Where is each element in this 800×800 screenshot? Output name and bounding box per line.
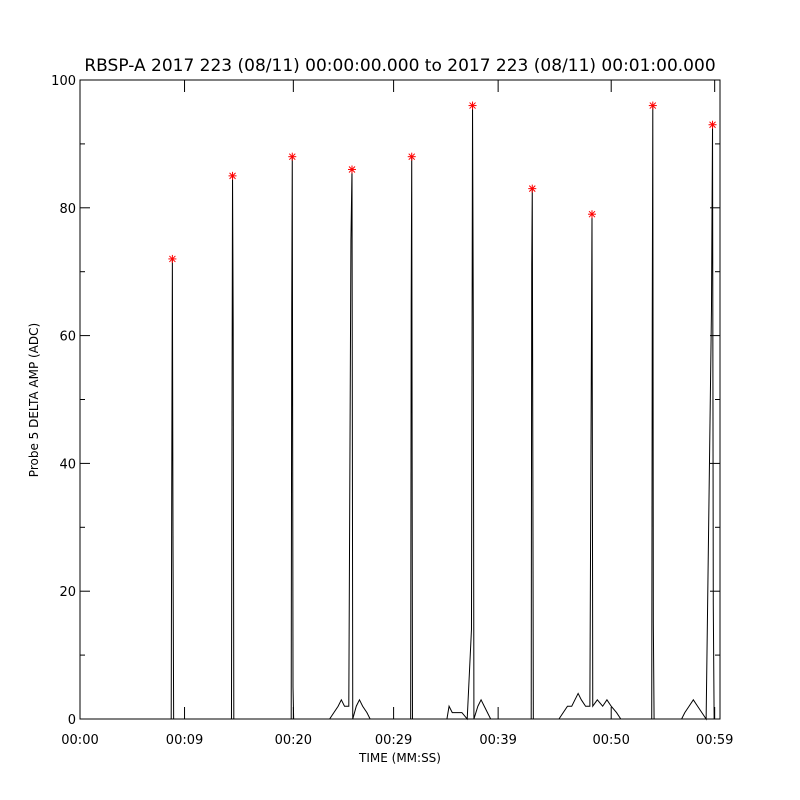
x-tick-label: 00:09	[166, 733, 203, 748]
y-tick-label: 20	[59, 585, 76, 600]
tick-labels: 0 20 40 60 80 100 00:00 00:09 00:20 00:29 00:39 00:…	[51, 74, 733, 748]
peak-marker	[528, 184, 537, 193]
peak-marker	[288, 152, 297, 161]
peak-marker	[588, 210, 596, 219]
y-tick-label: 60	[59, 330, 76, 345]
series-line	[80, 105, 720, 721]
y-tick-label: 40	[59, 457, 76, 472]
peak-markers	[168, 101, 717, 263]
x-tick-label: 00:59	[696, 733, 733, 748]
y-tick-label: 100	[51, 74, 76, 89]
axis-ticks	[79, 79, 720, 720]
y-tick-label: 0	[68, 713, 76, 728]
x-tick-label: 00:00	[61, 733, 98, 748]
plot-frame	[79, 79, 721, 720]
x-axis-label: TIME (MM:SS)	[358, 751, 441, 765]
peak-marker	[648, 101, 657, 110]
series-layer	[80, 105, 720, 721]
x-tick-label: 00:29	[375, 733, 412, 748]
x-tick-label: 00:50	[592, 733, 629, 748]
peak-marker	[348, 165, 356, 174]
y-axis-label: Probe 5 DELTA AMP (ADC)	[27, 323, 41, 477]
y-tick-label: 80	[59, 202, 76, 217]
peak-marker	[708, 120, 717, 129]
peak-marker	[228, 171, 237, 180]
x-tick-label: 00:39	[479, 733, 516, 748]
peak-marker	[407, 152, 416, 161]
chart-title: RBSP-A 2017 223 (08/11) 00:00:00.000 to …	[84, 56, 715, 76]
x-tick-label: 00:20	[275, 733, 312, 748]
peak-marker	[468, 101, 477, 110]
peak-marker	[168, 254, 177, 263]
